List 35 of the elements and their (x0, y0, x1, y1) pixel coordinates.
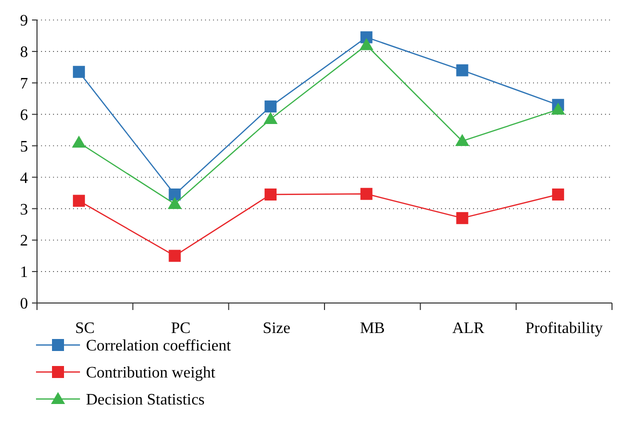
point (456, 64, 468, 76)
x-tick-label: ALR (452, 320, 485, 337)
legend-label: Contribution weight (86, 364, 216, 382)
point (168, 188, 181, 201)
x-tick-label: PC (170, 320, 191, 337)
y-tick-label: 1 (20, 264, 28, 282)
point (72, 136, 86, 148)
x-tick-label: Size (262, 320, 290, 337)
x-tick-label: Profitability (525, 320, 603, 337)
y-tick-label: 4 (20, 170, 28, 187)
point (264, 100, 277, 112)
y-tick-label: 5 (20, 138, 28, 156)
x-tick-label: MB (360, 320, 385, 337)
point (552, 188, 564, 201)
y-tick-label: 9 (20, 12, 28, 30)
y-tick-label: 2 (20, 232, 28, 250)
point (264, 188, 277, 201)
point (456, 212, 468, 224)
point (168, 196, 182, 209)
point (168, 250, 181, 262)
y-tick-label: 7 (20, 75, 28, 92)
y-tick-label: 3 (20, 201, 28, 218)
legend-label: Decision Statistics (86, 392, 205, 409)
legend-label: Correlation coefficient (86, 338, 232, 355)
point (359, 38, 374, 50)
point (72, 194, 85, 207)
point (551, 102, 566, 115)
point (264, 112, 278, 124)
y-tick-label: 8 (20, 44, 28, 62)
point (455, 134, 470, 146)
y-tick-label: 6 (20, 106, 28, 124)
x-tick-label: SC (75, 320, 95, 337)
y-tick-label: 0 (20, 296, 28, 313)
point (72, 66, 85, 78)
point (360, 188, 372, 200)
